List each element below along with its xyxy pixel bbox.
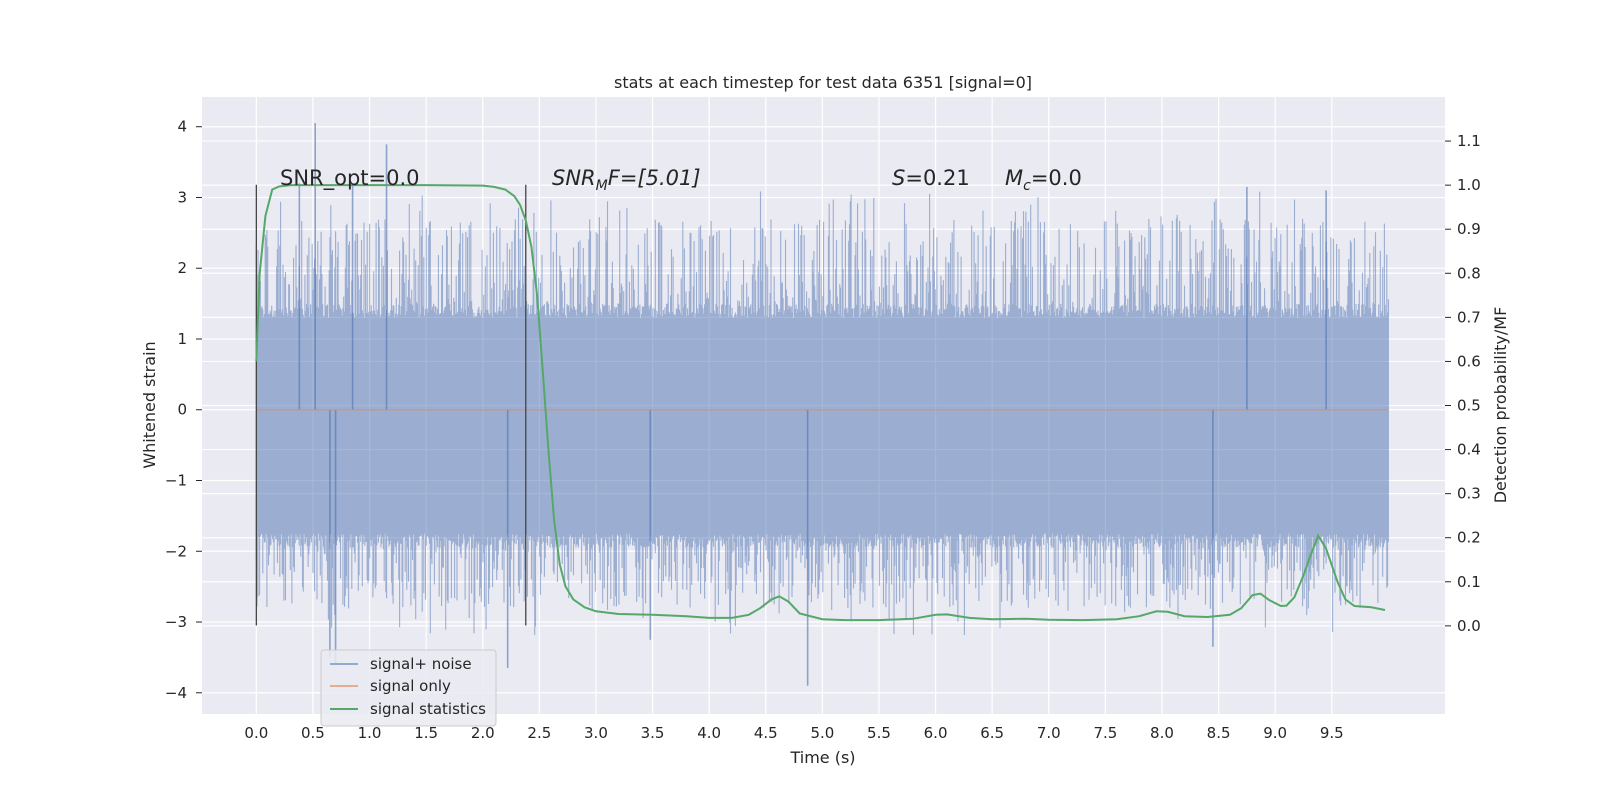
legend-label-signal-only: signal only bbox=[370, 677, 451, 695]
series-signal-noise bbox=[255, 123, 1389, 686]
x-tick-label: 4.5 bbox=[754, 724, 778, 742]
vertical-markers bbox=[255, 184, 527, 626]
y-left-tick-label: 1 bbox=[177, 330, 187, 348]
annotation-snr-opt: SNR_opt=0.0 bbox=[280, 166, 420, 191]
y-right-tick-labels: 1.1 1.0 0.9 0.8 0.7 0.6 0.5 0.4 0.3 0.2 0.1 0.0 bbox=[1445, 132, 1481, 635]
x-tick-label: 8.0 bbox=[1150, 724, 1174, 742]
x-tick-label: 3.5 bbox=[641, 724, 665, 742]
y-left-axis-label: Whitened strain bbox=[140, 341, 159, 468]
y-left-tick-label: 0 bbox=[177, 401, 187, 419]
x-tick-label: 5.0 bbox=[810, 724, 834, 742]
x-tick-label: 6.5 bbox=[980, 724, 1004, 742]
legend: signal+ noise signal only signal statist… bbox=[320, 649, 497, 727]
y-right-tick-label: 1.1 bbox=[1457, 132, 1481, 150]
y-right-tick-label: 0.9 bbox=[1457, 220, 1481, 238]
legend-box bbox=[320, 649, 497, 727]
y-right-tick-label: 0.8 bbox=[1457, 264, 1481, 282]
x-tick-label: 2.5 bbox=[527, 724, 551, 742]
x-tick-label: 9.5 bbox=[1320, 724, 1344, 742]
x-tick-label: 0.0 bbox=[244, 724, 268, 742]
y-left-tick-label: −4 bbox=[165, 684, 187, 702]
y-right-tick-label: 0.6 bbox=[1457, 352, 1481, 370]
legend-label-signal-noise: signal+ noise bbox=[370, 655, 472, 673]
x-tick-label: 0.5 bbox=[301, 724, 325, 742]
y-right-tick-label: 0.7 bbox=[1457, 308, 1481, 326]
x-tick-label: 7.5 bbox=[1093, 724, 1117, 742]
y-right-axis-label: Detection probability/MF bbox=[1491, 307, 1510, 504]
annotation-mc: Mc=0.0 bbox=[1005, 166, 1082, 194]
x-tick-label: 1.5 bbox=[414, 724, 438, 742]
x-tick-label: 8.5 bbox=[1207, 724, 1231, 742]
y-right-tick-label: 0.1 bbox=[1457, 573, 1481, 591]
y-left-tick-label: 3 bbox=[177, 188, 187, 206]
x-tick-label: 5.5 bbox=[867, 724, 891, 742]
y-left-tick-label: −1 bbox=[165, 472, 187, 490]
legend-label-signal-statistics: signal statistics bbox=[370, 700, 486, 718]
chart-title: stats at each timestep for test data 635… bbox=[614, 73, 1032, 92]
annotation-s: S=0.21 bbox=[892, 166, 970, 190]
y-left-tick-label: 4 bbox=[177, 118, 187, 136]
y-right-tick-label: 0.3 bbox=[1457, 485, 1481, 503]
y-left-tick-label: −3 bbox=[165, 613, 187, 631]
y-right-tick-label: 1.0 bbox=[1457, 176, 1481, 194]
y-right-tick-label: 0.4 bbox=[1457, 441, 1481, 459]
x-axis-label: Time (s) bbox=[789, 748, 855, 767]
y-right-tick-label: 0.0 bbox=[1457, 617, 1481, 635]
annotation-snr-mf: SNRMF=[5.01] bbox=[552, 166, 701, 194]
y-left-tick-label: −2 bbox=[165, 542, 187, 560]
x-tick-label: 7.0 bbox=[1037, 724, 1061, 742]
y-left-tick-labels: 4 3 2 1 0 −1 −2 −3 −4 bbox=[165, 118, 202, 702]
series-signal-statistics bbox=[255, 184, 1386, 622]
x-tick-label: 2.0 bbox=[471, 724, 495, 742]
y-right-tick-label: 0.2 bbox=[1457, 529, 1481, 547]
y-right-tick-label: 0.5 bbox=[1457, 397, 1481, 415]
y-left-tick-label: 2 bbox=[177, 259, 187, 277]
x-tick-label: 9.0 bbox=[1263, 724, 1287, 742]
x-tick-label: 4.0 bbox=[697, 724, 721, 742]
x-tick-label: 1.0 bbox=[358, 724, 382, 742]
x-tick-label: 6.0 bbox=[924, 724, 948, 742]
x-tick-labels: 0.0 0.5 1.0 1.5 2.0 2.5 3.0 3.5 4.0 4.5 5.0 5.5 6.0 6… bbox=[244, 724, 1343, 742]
x-tick-label: 3.0 bbox=[584, 724, 608, 742]
